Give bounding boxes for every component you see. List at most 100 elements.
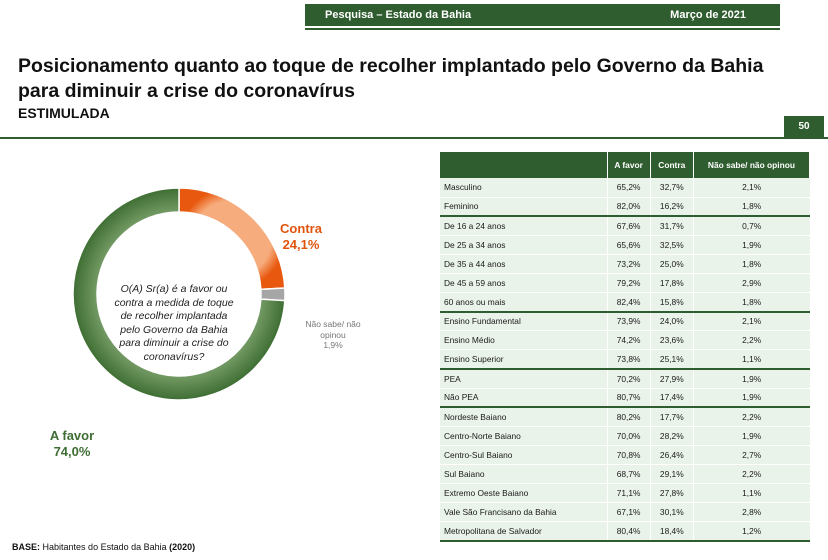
base-text: Habitantes do Estado da Bahia: [42, 542, 167, 552]
survey-name: Pesquisa – Estado da Bahia: [325, 9, 472, 21]
row-value: 79,2%: [606, 273, 651, 294]
header-rule: [305, 28, 780, 30]
row-value: 80,2%: [606, 406, 651, 427]
row-value: 71,1%: [606, 483, 651, 504]
row-value: 1,9%: [692, 426, 810, 446]
survey-date: Março de 2021: [670, 9, 746, 21]
table-row: Metropolitana de Salvador 80,4% 18,4% 1,2%: [440, 521, 810, 542]
question-text: O(A) Sr(a) é a favor ou contra a medida …: [114, 283, 234, 363]
contra-label: Contra 24,1%: [266, 221, 336, 253]
row-value: 73,9%: [606, 310, 651, 332]
row-value: 18,4%: [649, 521, 694, 542]
row-value: 1,8%: [692, 254, 810, 274]
row-value: 32,7%: [649, 178, 694, 198]
row-label: Não PEA: [440, 388, 607, 408]
row-value: 65,6%: [606, 235, 651, 255]
page-title: Posicionamento quanto ao toque de recolh…: [18, 55, 764, 102]
ns-label: Não sabe/ não opinou 1,9%: [296, 319, 370, 351]
table-row: Nordeste Baiano 80,2% 17,7% 2,2%: [440, 406, 810, 427]
row-value: 70,0%: [606, 426, 651, 446]
section-divider: [0, 137, 828, 139]
row-value: 31,7%: [649, 215, 694, 236]
row-value: 82,4%: [606, 292, 651, 313]
table-header-row: A favor Contra Não sabe/ não opinou: [440, 152, 811, 178]
row-label: Ensino Superior: [440, 349, 607, 370]
row-value: 1,2%: [692, 521, 810, 542]
table-row: Masculino 65,2% 32,7% 2,1%: [440, 178, 810, 198]
row-value: 17,7%: [649, 406, 694, 427]
row-label: PEA: [440, 367, 607, 389]
table-row: Centro-Sul Baiano 70,8% 26,4% 2,7%: [440, 445, 810, 465]
table-header-blank: [440, 152, 608, 178]
row-label: De 25 a 34 anos: [440, 235, 607, 255]
table-row: Ensino Fundamental 73,9% 24,0% 2,1%: [440, 310, 810, 332]
table-row: Centro-Norte Baiano 70,0% 28,2% 1,9%: [440, 426, 810, 446]
row-value: 67,6%: [606, 215, 651, 236]
row-value: 1,8%: [692, 197, 810, 217]
row-value: 23,6%: [649, 330, 694, 351]
favor-label: A favor 74,0%: [32, 428, 112, 460]
row-value: 17,4%: [649, 388, 694, 408]
row-value: 27,8%: [649, 483, 694, 504]
breakdown-table: A favor Contra Não sabe/ não opinou Masc…: [440, 152, 811, 542]
row-label: Metropolitana de Salvador: [440, 521, 607, 542]
row-value: 74,2%: [606, 330, 651, 351]
report-header-bar: Pesquisa – Estado da Bahia Março de 2021: [305, 4, 780, 26]
row-value: 2,1%: [692, 310, 810, 332]
row-label: Masculino: [440, 178, 607, 198]
table-row: De 35 a 44 anos 73,2% 25,0% 1,8%: [440, 254, 810, 274]
row-value: 2,9%: [692, 273, 810, 294]
table-row: De 45 a 59 anos 79,2% 17,8% 2,9%: [440, 273, 810, 294]
row-value: 17,8%: [649, 273, 694, 294]
row-label: Sul Baiano: [440, 464, 607, 485]
row-value: 80,7%: [606, 388, 651, 408]
row-value: 1,1%: [692, 349, 810, 370]
row-label: Nordeste Baiano: [440, 406, 607, 427]
base-note: BASE: Habitantes do Estado da Bahia (202…: [12, 542, 195, 552]
donut-chart: [72, 187, 286, 401]
table-header-ns: Não sabe/ não opinou: [693, 152, 811, 178]
ns-label-name: Não sabe/ não opinou: [305, 319, 361, 340]
row-value: 24,0%: [649, 310, 694, 332]
row-value: 70,2%: [606, 367, 651, 389]
contra-label-name: Contra: [280, 221, 322, 236]
favor-label-value: 74,0%: [53, 444, 91, 459]
table-row: PEA 70,2% 27,9% 1,9%: [440, 367, 810, 389]
table-row: De 25 a 34 anos 65,6% 32,5% 1,9%: [440, 235, 810, 255]
favor-label-name: A favor: [49, 428, 95, 443]
row-label: De 16 a 24 anos: [440, 215, 607, 236]
row-label: Feminino: [440, 197, 607, 217]
row-value: 2,7%: [692, 445, 810, 465]
row-value: 1,8%: [692, 292, 810, 313]
row-value: 15,8%: [649, 292, 694, 313]
row-value: 0,7%: [692, 215, 810, 236]
slice-favor: [72, 187, 286, 401]
row-value: 25,1%: [649, 349, 694, 370]
row-value: 80,4%: [606, 521, 651, 542]
row-value: 2,1%: [692, 178, 810, 198]
row-label: Centro-Sul Baiano: [440, 445, 607, 465]
row-value: 1,9%: [692, 235, 810, 255]
row-value: 1,9%: [692, 367, 810, 389]
row-value: 68,7%: [606, 464, 651, 485]
row-value: 67,1%: [606, 502, 651, 523]
row-value: 29,1%: [649, 464, 694, 485]
row-value: 73,2%: [606, 254, 651, 274]
row-value: 73,8%: [606, 349, 651, 370]
row-value: 2,8%: [692, 502, 810, 523]
row-value: 1,9%: [692, 388, 810, 408]
row-label: Centro-Norte Baiano: [440, 426, 607, 446]
table-row: Feminino 82,0% 16,2% 1,8%: [440, 197, 810, 217]
row-label: 60 anos ou mais: [440, 292, 607, 313]
table-row: Vale São Francisano da Bahia 67,1% 30,1% 2,…: [440, 502, 810, 523]
row-value: 16,2%: [649, 197, 694, 217]
row-value: 1,1%: [692, 483, 810, 504]
row-value: 2,2%: [692, 330, 810, 351]
table-row: Extremo Oeste Baiano 71,1% 27,8% 1,1%: [440, 483, 810, 504]
table-row: 60 anos ou mais 82,4% 15,8% 1,8%: [440, 292, 810, 313]
row-label: De 35 a 44 anos: [440, 254, 607, 274]
table-header-favor: A favor: [607, 152, 651, 178]
row-value: 2,2%: [692, 406, 810, 427]
row-value: 30,1%: [649, 502, 694, 523]
row-value: 27,9%: [649, 367, 694, 389]
